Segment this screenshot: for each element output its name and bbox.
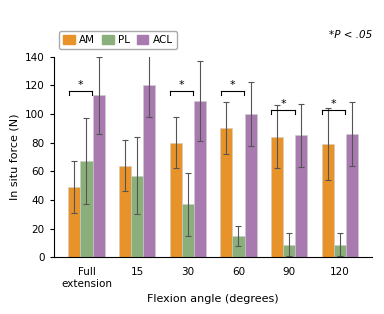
Bar [93,95,105,257]
Bar [334,245,346,257]
Bar [220,128,232,257]
Text: *P < .05: *P < .05 [329,30,372,41]
Bar [119,165,131,257]
Bar [321,144,334,257]
Bar [295,135,307,257]
Bar [271,137,283,257]
Bar [283,245,295,257]
Legend: AM, PL, ACL: AM, PL, ACL [59,31,177,49]
Text: *: * [230,80,235,90]
Text: *: * [179,80,185,90]
Bar [131,176,143,257]
Text: *: * [78,80,83,90]
Y-axis label: In situ force (N): In situ force (N) [10,114,20,200]
Text: *: * [331,99,336,109]
Text: *: * [280,99,286,109]
Bar [143,85,156,257]
Bar [80,161,93,257]
Bar [68,187,80,257]
Bar [194,101,206,257]
Bar [232,236,245,257]
X-axis label: Flexion angle (degrees): Flexion angle (degrees) [147,294,279,304]
Bar [245,114,257,257]
Bar [182,204,194,257]
Bar [170,143,182,257]
Bar [346,134,358,257]
